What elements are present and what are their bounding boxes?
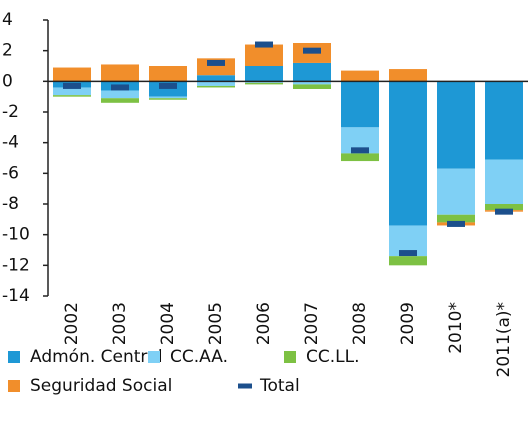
y-tick-label: -6	[2, 163, 19, 183]
total-marker	[63, 82, 81, 89]
legend-label: CC.AA.	[170, 347, 228, 367]
bar-segment	[293, 81, 331, 85]
bar-segment	[341, 70, 379, 82]
bar-segment	[485, 159, 523, 204]
legend-swatch	[8, 351, 20, 363]
total-marker	[351, 147, 369, 154]
bar-segment	[53, 87, 91, 96]
total-marker	[303, 47, 321, 54]
legend-label: Total	[259, 376, 300, 396]
bar-segment	[245, 81, 283, 83]
legend-swatch	[284, 351, 296, 363]
x-tick-label: 2003	[110, 302, 130, 345]
bar-segment	[485, 204, 523, 211]
bar-segment	[389, 69, 427, 82]
bar-segment	[245, 66, 283, 82]
bar-segment	[437, 81, 475, 169]
legend-label: CC.LL.	[306, 347, 360, 367]
bar-segment	[245, 82, 283, 85]
bar-segment	[389, 256, 427, 266]
legend-swatch	[8, 380, 20, 392]
bar-segment	[101, 64, 139, 82]
x-tick-label: 2011(a)*	[494, 302, 514, 377]
total-marker	[207, 59, 225, 66]
x-tick-label: 2010*	[446, 302, 466, 354]
total-marker	[255, 41, 273, 48]
bar-segment	[245, 44, 283, 66]
bar-segment	[197, 58, 235, 76]
y-tick-label: -8	[2, 194, 19, 214]
total-marker	[495, 208, 513, 215]
x-tick-label: 2007	[302, 302, 322, 345]
total-marker	[159, 82, 177, 89]
bar-segment	[149, 81, 187, 97]
y-tick-label: -2	[2, 102, 19, 122]
bar-segment	[341, 81, 379, 128]
bar-segment	[149, 98, 187, 100]
x-tick-label: 2005	[206, 302, 226, 345]
y-tick-label: -12	[2, 255, 30, 275]
bar-segment	[485, 81, 523, 160]
x-tick-label: 2006	[254, 302, 274, 345]
total-marker	[447, 220, 465, 227]
bar-segment	[149, 96, 187, 99]
y-tick-label: 2	[2, 41, 13, 61]
bar-segment	[101, 98, 139, 103]
bar-segment	[293, 62, 331, 82]
bar-segment	[437, 214, 475, 223]
y-tick-label: -4	[2, 133, 19, 153]
legend-label: Admón. Central	[30, 347, 163, 367]
legend-swatch	[238, 383, 252, 389]
bar-segment	[293, 84, 331, 89]
x-tick-label: 2002	[62, 302, 82, 345]
bar-segment	[101, 90, 139, 99]
y-tick-label: -10	[2, 225, 30, 245]
total-marker	[111, 84, 129, 91]
bar-segment	[197, 81, 235, 86]
x-tick-label: 2008	[350, 302, 370, 345]
bar-segment	[341, 153, 379, 162]
bar-segment	[437, 168, 475, 215]
bar-segment	[53, 95, 91, 97]
total-marker	[399, 250, 417, 257]
y-tick-label: 4	[2, 10, 13, 30]
legend-label: Seguridad Social	[30, 376, 172, 396]
bar-segment	[389, 81, 427, 226]
legend-swatch	[148, 351, 160, 363]
x-tick-label: 2004	[158, 302, 178, 345]
bar-segment	[197, 85, 235, 88]
bar-segment	[149, 66, 187, 82]
y-tick-label: -14	[2, 286, 30, 306]
x-tick-label: 2009	[398, 302, 418, 345]
y-tick-label: 0	[2, 71, 13, 91]
bar-segment	[53, 67, 91, 82]
bar-segment	[197, 75, 235, 82]
